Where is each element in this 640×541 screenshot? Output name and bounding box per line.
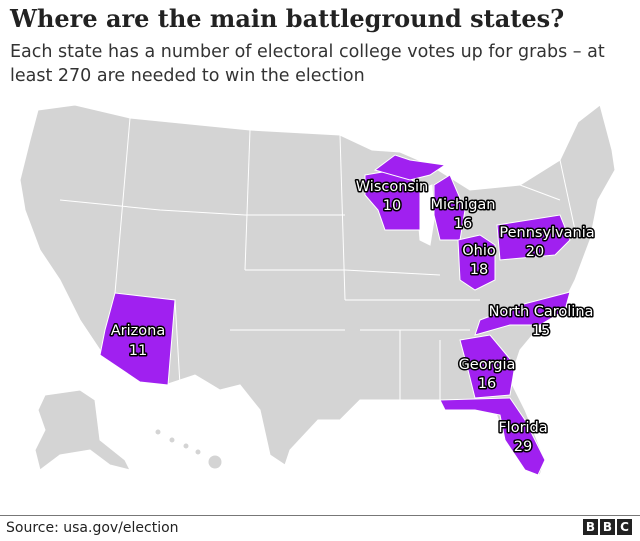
- label-georgia-name: Georgia: [459, 357, 516, 373]
- label-michigan-name: Michigan: [430, 197, 495, 213]
- us-map: Wisconsin 10 Michigan 16 Pennsylvania 20…: [19, 104, 616, 476]
- state-georgia[interactable]: [459, 334, 516, 399]
- label-north-carolina-votes: 15: [532, 323, 550, 339]
- label-wisconsin-votes: 10: [383, 198, 401, 214]
- bbc-logo: B B C: [583, 519, 632, 535]
- logo-letter: B: [583, 519, 598, 535]
- label-pennsylvania-name: Pennsylvania: [499, 225, 594, 241]
- label-michigan-votes: 16: [454, 216, 472, 232]
- label-florida-name: Florida: [498, 420, 547, 436]
- state-north-carolina[interactable]: [474, 291, 571, 336]
- label-wisconsin-name: Wisconsin: [356, 179, 428, 195]
- label-arizona-name: Arizona: [111, 323, 165, 339]
- label-arizona-votes: 11: [129, 343, 147, 359]
- hawaii: [154, 428, 223, 470]
- chart-subtitle: Each state has a number of electoral col…: [10, 42, 605, 86]
- state-labels: Wisconsin 10 Michigan 16 Pennsylvania 20…: [109, 178, 596, 457]
- logo-letter: C: [617, 519, 632, 535]
- state-florida[interactable]: [439, 397, 546, 476]
- logo-letter: B: [600, 519, 615, 535]
- label-ohio-votes: 18: [470, 262, 488, 278]
- state-pennsylvania[interactable]: [496, 214, 571, 261]
- alaska: [34, 389, 131, 471]
- label-north-carolina-name: North Carolina: [489, 304, 594, 320]
- chart-title: Where are the main battleground states?: [10, 4, 565, 33]
- state-arizona[interactable]: [99, 292, 176, 386]
- label-georgia-votes: 16: [478, 376, 496, 392]
- state-borders: [59, 117, 576, 400]
- battleground-states: [99, 154, 571, 476]
- footer-divider: [0, 515, 640, 516]
- label-ohio-name: Ohio: [462, 243, 496, 259]
- state-michigan-upper[interactable]: [373, 154, 447, 181]
- state-ohio[interactable]: [457, 234, 496, 291]
- label-pennsylvania-votes: 20: [526, 244, 544, 260]
- label-florida-votes: 29: [514, 439, 532, 455]
- base-map: [19, 104, 616, 476]
- source-note: Source: usa.gov/election: [6, 520, 179, 536]
